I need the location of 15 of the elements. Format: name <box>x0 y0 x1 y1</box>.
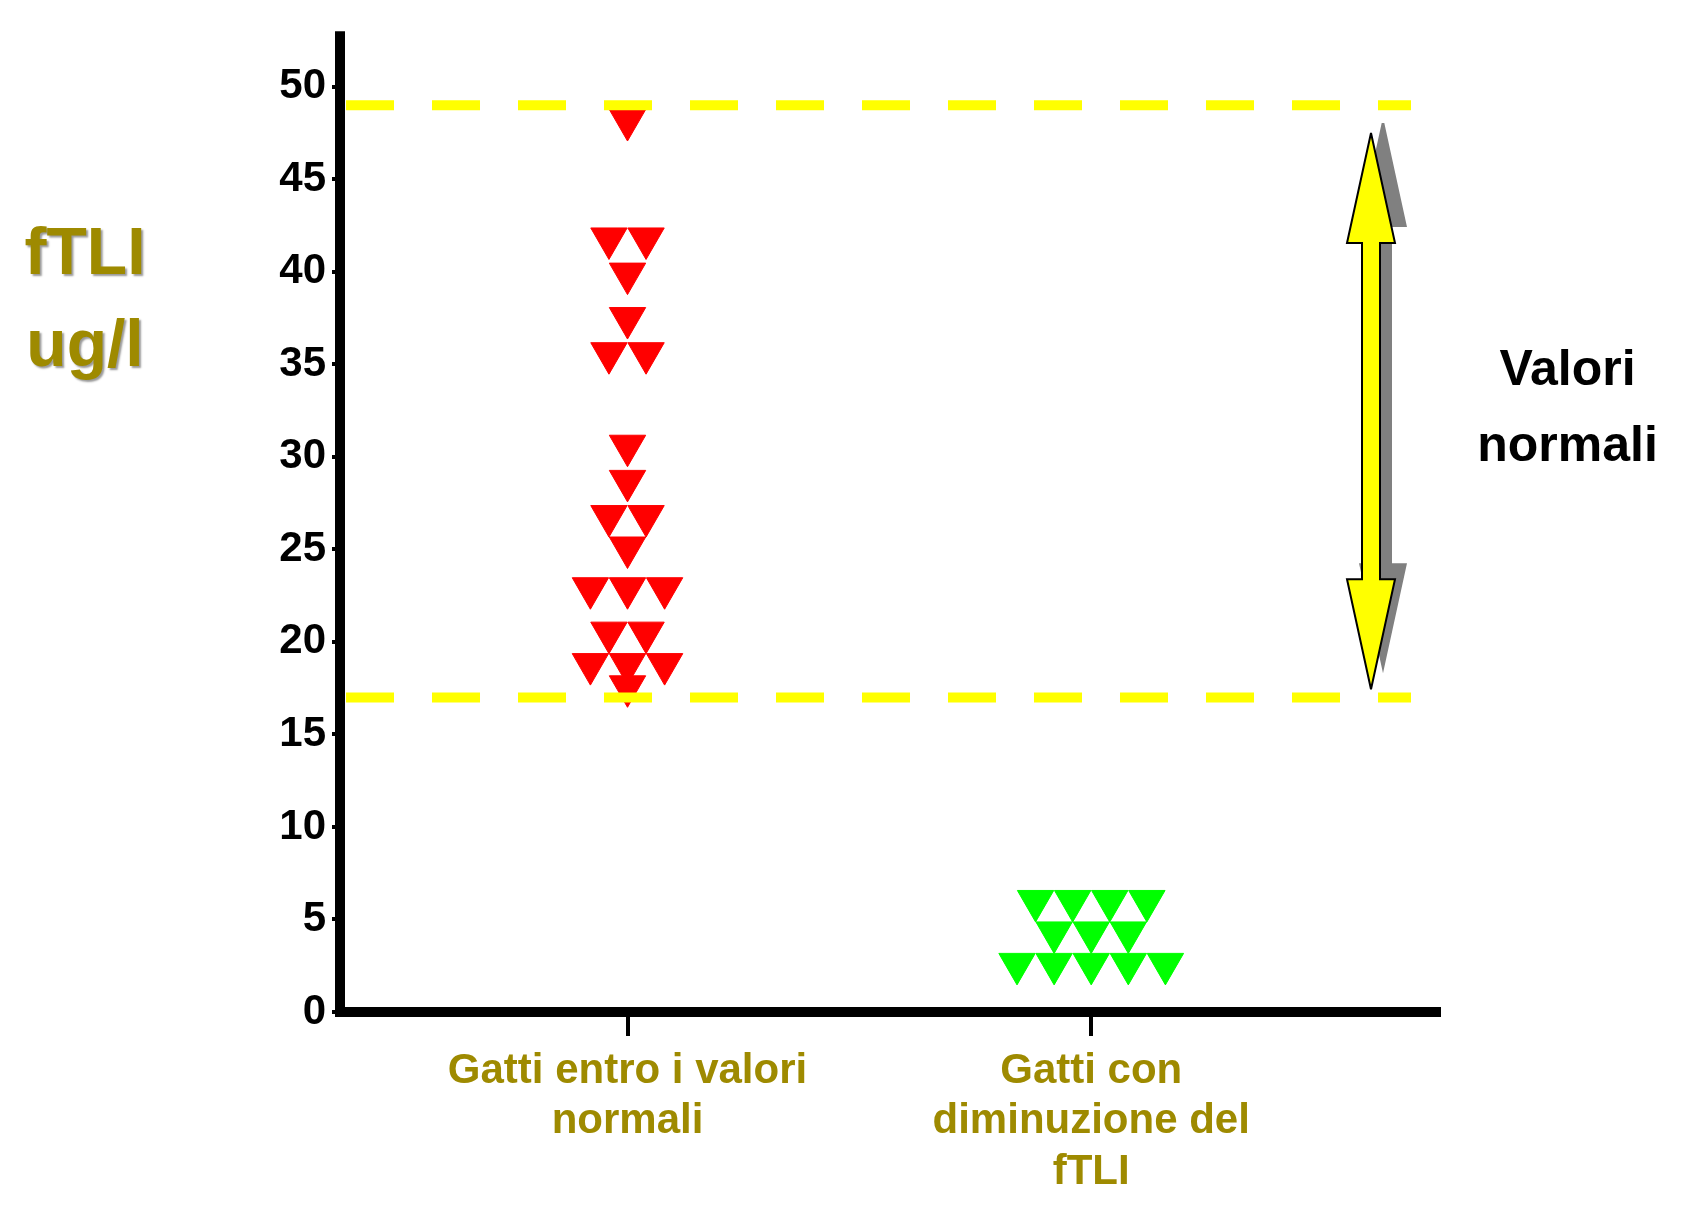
y-tick-label: 35 <box>279 337 326 385</box>
y-tick-label: 0 <box>302 985 326 1033</box>
x-tick-label: Gatti con diminuzione del fTLI <box>932 1044 1250 1193</box>
y-tick-label: 10 <box>279 800 326 848</box>
y-tick-label: 30 <box>279 430 326 478</box>
y-tick-label: 25 <box>279 522 326 570</box>
y-tick-label: 20 <box>279 615 326 663</box>
y-tick-label: 15 <box>279 707 326 755</box>
x-tick-label: Gatti entro i valori normali <box>447 1044 808 1143</box>
y-tick-label: 50 <box>279 60 326 108</box>
text: Valori normali <box>1476 339 1659 474</box>
y-tick-label: 40 <box>279 245 326 293</box>
y-axis-title: fTLI ug/l <box>23 213 147 382</box>
y-tick-label: 5 <box>302 893 326 941</box>
y-tick-label: 45 <box>279 152 326 200</box>
